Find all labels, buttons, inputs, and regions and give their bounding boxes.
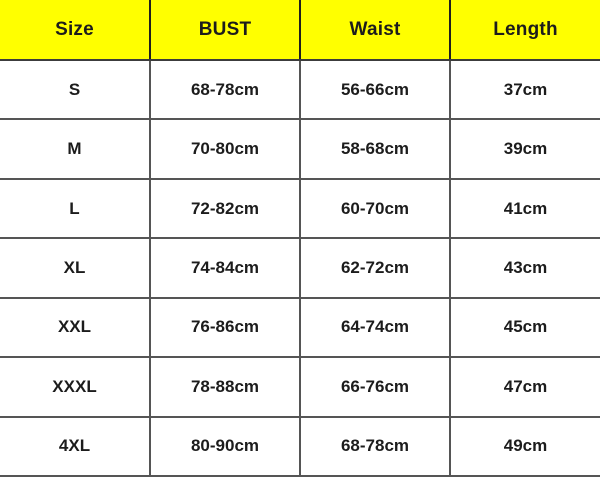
header-cell-length: Length [449, 0, 600, 61]
waist-cell: 64-74cm [299, 297, 450, 359]
header-cell-bust: BUST [149, 0, 300, 61]
table-row-xxl: XXL 76-86cm 64-74cm 45cm [0, 297, 600, 359]
bust-cell: 70-80cm [149, 119, 300, 180]
bust-cell: 78-88cm [149, 357, 300, 418]
waist-cell: 60-70cm [299, 178, 450, 240]
table-row-xl: XL 74-84cm 62-72cm 43cm [0, 238, 600, 299]
header-cell-waist: Waist [299, 0, 450, 61]
header-cell-size: Size [0, 0, 150, 61]
table-row-xxxl: XXXL 78-88cm 66-76cm 47cm [0, 357, 600, 418]
waist-cell: 66-76cm [299, 357, 450, 418]
waist-cell: 58-68cm [299, 119, 450, 180]
bust-cell: 72-82cm [149, 178, 300, 240]
bust-cell: 76-86cm [149, 297, 300, 359]
size-chart-header: Size BUST Waist Length [0, 0, 600, 61]
waist-cell: 68-78cm [299, 416, 450, 478]
table-row-4xl: 4XL 80-90cm 68-78cm 49cm [0, 416, 600, 478]
size-cell: XXXL [0, 357, 150, 418]
size-cell: XXL [0, 297, 150, 359]
bust-cell: 74-84cm [149, 238, 300, 299]
length-cell: 37cm [449, 60, 600, 121]
length-cell: 43cm [449, 238, 600, 299]
length-cell: 49cm [449, 416, 600, 478]
length-cell: 39cm [449, 119, 600, 180]
length-cell: 47cm [449, 357, 600, 418]
header-row: Size BUST Waist Length [0, 0, 600, 61]
waist-cell: 62-72cm [299, 238, 450, 299]
size-chart-body: S 68-78cm 56-66cm 37cm M 70-80cm 58-68cm… [0, 60, 600, 478]
size-cell: M [0, 119, 150, 180]
length-cell: 41cm [449, 178, 600, 240]
size-cell: L [0, 178, 150, 240]
size-cell: S [0, 60, 150, 121]
table-row-s: S 68-78cm 56-66cm 37cm [0, 60, 600, 121]
table-row-l: L 72-82cm 60-70cm 41cm [0, 178, 600, 240]
bust-cell: 68-78cm [149, 60, 300, 121]
table-row-m: M 70-80cm 58-68cm 39cm [0, 119, 600, 180]
size-cell: XL [0, 238, 150, 299]
size-cell: 4XL [0, 416, 150, 478]
length-cell: 45cm [449, 297, 600, 359]
waist-cell: 56-66cm [299, 60, 450, 121]
bust-cell: 80-90cm [149, 416, 300, 478]
